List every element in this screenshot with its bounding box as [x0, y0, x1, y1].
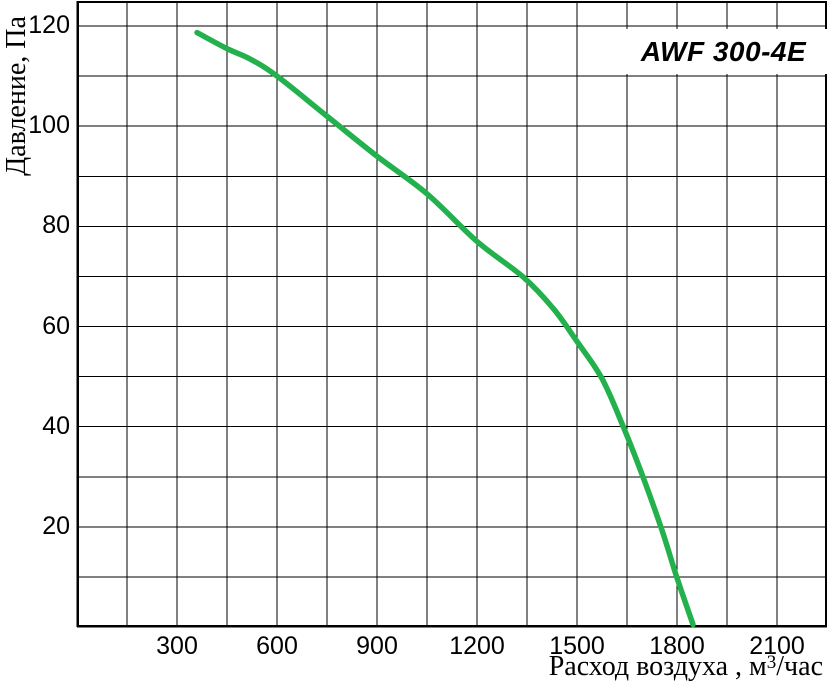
y-tick-label: 100: [28, 111, 70, 140]
x-axis-title-tail: /час: [776, 651, 823, 682]
y-tick-label: 80: [42, 211, 70, 240]
x-axis-title: Расход воздуха , м3/час: [549, 651, 823, 683]
fan-curve: [194, 29, 696, 628]
x-tick-label: 1500: [549, 632, 605, 660]
x-tick-label: 300: [156, 632, 198, 660]
x-tick-label: 600: [256, 632, 298, 660]
y-axis-title-text: Давление, Па: [1, 16, 32, 176]
x-axis-title-main: Расход воздуха , м: [548, 651, 767, 682]
plot-border: [77, 1, 827, 627]
x-tick-label: 1200: [449, 632, 505, 660]
y-tick-label: 20: [42, 511, 70, 540]
x-tick-label: 900: [356, 632, 398, 660]
y-tick-label: 40: [42, 411, 70, 440]
x-tick-label: 1800: [649, 632, 705, 660]
x-tick-label: 2100: [749, 632, 805, 660]
y-tick-label: 60: [42, 311, 70, 340]
model-label-box: AWF 300-4E: [620, 29, 827, 74]
plot-grid: [76, 1, 827, 628]
x-axis-title-superscript: 3: [766, 651, 777, 673]
y-tick-label: 120: [28, 11, 70, 40]
model-label: AWF 300-4E: [640, 35, 807, 67]
